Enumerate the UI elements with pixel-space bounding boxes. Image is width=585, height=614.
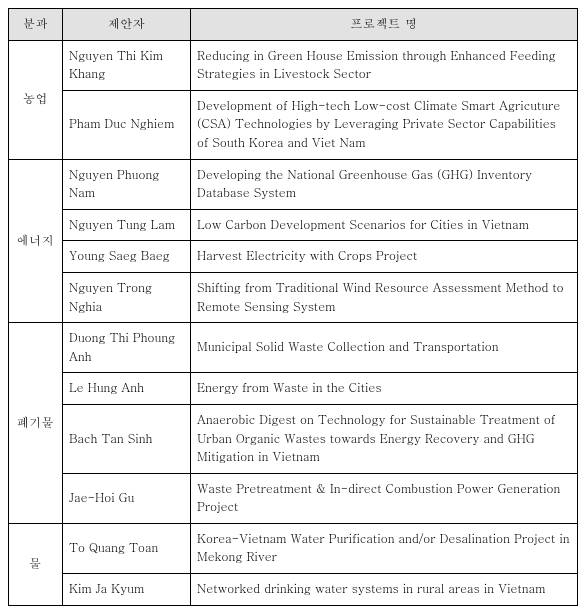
project-cell: Developing the National Greenhouse Gas (… xyxy=(191,159,578,209)
category-cell: 에너지 xyxy=(9,159,63,323)
table-row: Kim Ja KyumNetworked drinking water syst… xyxy=(9,574,578,606)
proposer-cell: Kim Ja Kyum xyxy=(63,574,191,606)
project-cell: Korea-Vietnam Water Purification and/or … xyxy=(191,523,578,573)
table-header-row: 분과 제안자 프로젝트 명 xyxy=(9,9,578,41)
project-cell: Networked drinking water systems in rura… xyxy=(191,574,578,606)
table-row: Nguyen Tung LamLow Carbon Development Sc… xyxy=(9,209,578,241)
category-cell: 농업 xyxy=(9,40,63,159)
table-row: Le Hung AnhEnergy from Waste in the Citi… xyxy=(9,373,578,405)
table-row: 농업Nguyen Thi Kim KhangReducing in Green … xyxy=(9,40,578,90)
project-cell: Reducing in Green House Emission through… xyxy=(191,40,578,90)
proposer-cell: Duong Thi Phoung Anh xyxy=(63,323,191,373)
proposer-cell: Young Saeg Baeg xyxy=(63,241,191,273)
table-row: Pham Duc NghiemDevelopment of High-tech … xyxy=(9,90,578,159)
table-row: 폐기물Duong Thi Phoung AnhMunicipal Solid W… xyxy=(9,323,578,373)
proposer-cell: Pham Duc Nghiem xyxy=(63,90,191,159)
table-row: Jae-Hoi GuWaste Pretreatment & In-direct… xyxy=(9,473,578,523)
table-row: Nguyen Trong NghiaShifting from Traditio… xyxy=(9,272,578,322)
proposer-cell: Le Hung Anh xyxy=(63,373,191,405)
projects-table: 분과 제안자 프로젝트 명 농업Nguyen Thi Kim KhangRedu… xyxy=(8,8,578,606)
table-row: Bach Tan SinhAnaerobic Digest on Technol… xyxy=(9,404,578,473)
project-cell: Harvest Electricity with Crops Project xyxy=(191,241,578,273)
header-category: 분과 xyxy=(9,9,63,41)
proposer-cell: Nguyen Thi Kim Khang xyxy=(63,40,191,90)
proposer-cell: Jae-Hoi Gu xyxy=(63,473,191,523)
category-cell: 폐기물 xyxy=(9,323,63,524)
header-proposer: 제안자 xyxy=(63,9,191,41)
proposer-cell: Nguyen Phuong Nam xyxy=(63,159,191,209)
table-row: Young Saeg BaegHarvest Electricity with … xyxy=(9,241,578,273)
proposer-cell: Nguyen Trong Nghia xyxy=(63,272,191,322)
project-cell: Municipal Solid Waste Collection and Tra… xyxy=(191,323,578,373)
project-cell: Waste Pretreatment & In-direct Combustio… xyxy=(191,473,578,523)
proposer-cell: Nguyen Tung Lam xyxy=(63,209,191,241)
proposer-cell: Bach Tan Sinh xyxy=(63,404,191,473)
table-row: 에너지Nguyen Phuong NamDeveloping the Natio… xyxy=(9,159,578,209)
header-project: 프로젝트 명 xyxy=(191,9,578,41)
project-cell: Anaerobic Digest on Technology for Susta… xyxy=(191,404,578,473)
proposer-cell: To Quang Toan xyxy=(63,523,191,573)
table-body: 농업Nguyen Thi Kim KhangReducing in Green … xyxy=(9,40,578,605)
table-row: 물To Quang ToanKorea-Vietnam Water Purifi… xyxy=(9,523,578,573)
project-cell: Low Carbon Development Scenarios for Cit… xyxy=(191,209,578,241)
project-cell: Energy from Waste in the Cities xyxy=(191,373,578,405)
project-cell: Shifting from Traditional Wind Resource … xyxy=(191,272,578,322)
project-cell: Development of High-tech Low-cost Climat… xyxy=(191,90,578,159)
